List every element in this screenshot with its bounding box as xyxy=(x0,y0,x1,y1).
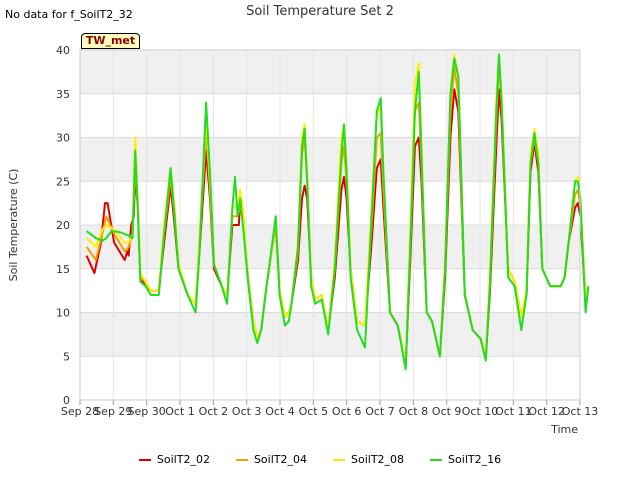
plot-band xyxy=(80,50,580,94)
y-tick-label: 35 xyxy=(56,88,70,101)
legend-swatch xyxy=(235,458,248,461)
plot-band xyxy=(80,225,580,269)
site-tag-badge: TW_met xyxy=(81,33,140,49)
chart-legend: SoilT2_02 SoilT2_04 SoilT2_08 SoilT2_16 xyxy=(0,453,640,466)
legend-label: SoilT2_04 xyxy=(253,453,307,466)
chart-title: Soil Temperature Set 2 xyxy=(246,4,394,19)
legend-swatch xyxy=(430,458,443,461)
x-tick-label: Sep 30 xyxy=(128,405,166,418)
x-tick-label: Oct 13 xyxy=(562,405,599,418)
y-tick-label: 25 xyxy=(56,175,70,188)
x-tick-label: Sep 28 xyxy=(61,405,99,418)
y-tick-label: 20 xyxy=(56,219,70,232)
x-tick-label: Oct 7 xyxy=(365,405,395,418)
x-axis-title: Time xyxy=(550,423,578,436)
y-tick-label: 40 xyxy=(56,44,70,57)
x-tick-label: Oct 3 xyxy=(232,405,262,418)
legend-swatch xyxy=(138,458,151,461)
legend-item: SoilT2_08 xyxy=(333,453,404,466)
x-tick-label: Oct 10 xyxy=(462,405,499,418)
x-tick-label: Oct 6 xyxy=(332,405,362,418)
x-tick-label: Sep 29 xyxy=(94,405,132,418)
legend-label: SoilT2_16 xyxy=(448,453,502,466)
legend-item: SoilT2_04 xyxy=(235,453,307,466)
x-tick-label: Oct 9 xyxy=(432,405,462,418)
legend-label: SoilT2_08 xyxy=(351,453,405,466)
y-tick-label: 15 xyxy=(56,263,70,276)
x-tick-label: Oct 5 xyxy=(299,405,329,418)
legend-item: SoilT2_16 xyxy=(430,453,501,466)
series-lines xyxy=(85,53,590,371)
y-tick-label: 30 xyxy=(56,132,70,145)
legend-label: SoilT2_02 xyxy=(156,453,210,466)
x-tick-label: Oct 12 xyxy=(528,405,565,418)
x-tick-label: Oct 8 xyxy=(399,405,429,418)
x-tick-label: Oct 4 xyxy=(265,405,295,418)
y-axis-title: Soil Temperature (C) xyxy=(7,169,20,282)
legend-swatch xyxy=(333,458,345,461)
x-tick-label: Oct 1 xyxy=(165,405,195,418)
y-tick-label: 5 xyxy=(63,350,70,363)
legend-item: SoilT2_02 xyxy=(138,453,210,466)
series-line-soilt2_16 xyxy=(85,53,590,371)
x-tick-label: Oct 2 xyxy=(199,405,229,418)
plot-frame xyxy=(79,49,581,401)
x-tick-label: Oct 11 xyxy=(495,405,532,418)
no-data-message: No data for f_SoilT2_32 xyxy=(5,8,133,21)
y-tick-label: 10 xyxy=(56,307,70,320)
y-tick-label: 0 xyxy=(63,394,70,407)
